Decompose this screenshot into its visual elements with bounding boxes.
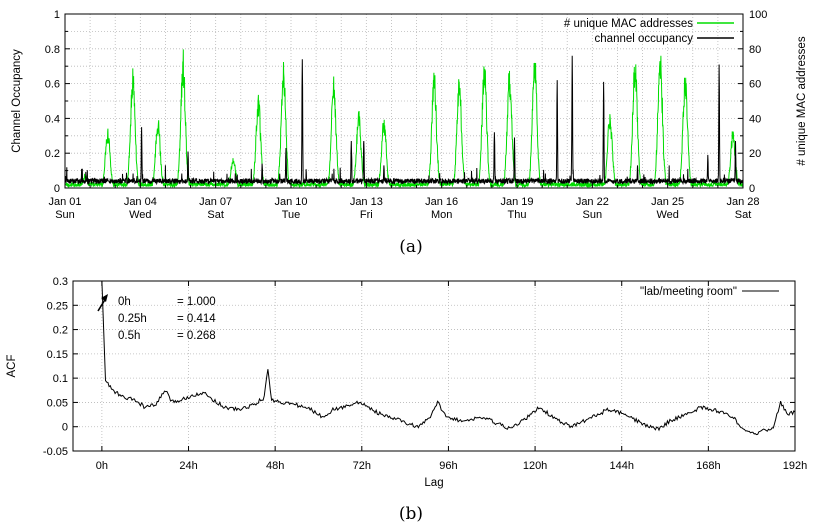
y-tick-label: 0.1 [53, 373, 68, 385]
chart-b-y-ticks: -0.05 0 0.05 0.1 0.15 0.2 0.25 0.3 [43, 276, 795, 458]
chart-a-y2label: # unique MAC addresses [796, 36, 808, 165]
left-tick-label: 0.8 [45, 44, 60, 56]
x-tick-day: Sat [207, 209, 224, 221]
chart-a-right-ticks: 0 20 40 60 80 100 [738, 9, 767, 195]
up-arrow-icon [97, 294, 108, 312]
x-tick-label: 120h [523, 460, 547, 472]
x-tick-day: Sun [583, 209, 603, 221]
chart-b-frame [72, 280, 796, 452]
annotation-value-1: = 0.414 [177, 313, 216, 325]
left-tick-label: 0.2 [45, 148, 60, 160]
legend-label-occupancy: channel occupancy [595, 33, 694, 45]
chart-b: -0.05 0 0.05 0.1 0.15 0.2 0.25 0.3 0h 24h 48h 72h 9… [6, 276, 807, 524]
annotation-lag-1: 0.25h [118, 313, 147, 325]
x-tick-day: Wed [656, 209, 678, 221]
left-tick-label: 0.4 [45, 113, 60, 125]
x-tick-day: Thu [508, 209, 527, 221]
legend-label-mac: # unique MAC addresses [564, 18, 693, 30]
chart-b-caption: (b) [399, 504, 423, 524]
chart-b-ylabel: ACF [6, 355, 18, 378]
x-tick-date: Jan 13 [350, 196, 383, 208]
annotation-lag-0: 0h [118, 296, 131, 308]
right-tick-label: 80 [749, 44, 761, 56]
x-tick-day: Mon [431, 209, 452, 221]
x-tick-date: Jan 04 [124, 196, 157, 208]
x-tick-date: Jan 10 [274, 196, 307, 208]
chart-b-grid [73, 281, 795, 451]
annotation-value-0: = 1.000 [177, 296, 216, 308]
x-tick-date: Jan 25 [651, 196, 684, 208]
right-tick-label: 100 [749, 9, 767, 21]
y-tick-label: 0.05 [47, 397, 68, 409]
chart-a-legend: # unique MAC addresses channel occupancy [564, 18, 734, 45]
chart-b-x-ticks: 0h 24h 48h 72h 96h 120h 144h 168h 192h [96, 281, 807, 472]
x-tick-label: 48h [266, 460, 284, 472]
y-tick-label: 0.15 [47, 349, 68, 361]
x-tick-day: Sat [735, 209, 752, 221]
x-tick-label: 192h [783, 460, 807, 472]
left-tick-label: 1 [54, 9, 60, 21]
x-tick-day: Wed [129, 209, 151, 221]
right-tick-label: 20 [749, 148, 761, 160]
y-tick-label: -0.05 [43, 446, 68, 458]
x-tick-date: Jan 16 [425, 196, 458, 208]
right-tick-label: 60 [749, 79, 761, 91]
left-tick-label: 0 [54, 183, 60, 195]
chart-a-caption: (a) [399, 237, 422, 257]
left-tick-label: 0.6 [45, 79, 60, 91]
x-tick-day: Tue [282, 209, 301, 221]
channel-occupancy-series [64, 55, 744, 186]
x-tick-day: Sun [55, 209, 75, 221]
x-tick-label: 72h [353, 460, 371, 472]
x-tick-date: Jan 19 [500, 196, 533, 208]
chart-b-xlabel: Lag [424, 477, 443, 489]
y-tick-label: 0.3 [53, 276, 68, 288]
x-tick-date: Jan 28 [726, 196, 759, 208]
acf-annotation: 0h = 1.000 0.25h = 0.414 0.5h = 0.268 [97, 294, 216, 342]
channel-occupancy-line [64, 55, 744, 186]
y-tick-label: 0.25 [47, 300, 68, 312]
chart-b-legend: "lab/meeting room" [640, 286, 779, 298]
chart-a-left-ticks: 0 0.2 0.4 0.6 0.8 1 [45, 9, 70, 195]
x-tick-label: 96h [439, 460, 457, 472]
y-tick-label: 0.2 [53, 325, 68, 337]
x-tick-label: 0h [96, 460, 108, 472]
chart-a-ylabel: Channel Occupancy [11, 49, 23, 153]
right-tick-label: 40 [749, 113, 761, 125]
acf-series-line [101, 280, 796, 436]
x-tick-date: Jan 01 [48, 196, 81, 208]
x-tick-day: Fri [360, 209, 373, 221]
x-tick-date: Jan 22 [576, 196, 609, 208]
x-tick-label: 144h [609, 460, 633, 472]
legend-label-lab: "lab/meeting room" [640, 286, 737, 298]
chart-a-grid [65, 14, 743, 188]
right-tick-label: 0 [749, 183, 755, 195]
x-tick-label: 168h [696, 460, 720, 472]
annotation-lag-2: 0.5h [118, 330, 140, 342]
annotation-value-2: = 0.268 [177, 330, 216, 342]
x-tick-date: Jan 07 [199, 196, 232, 208]
x-tick-label: 24h [179, 460, 197, 472]
y-tick-label: 0 [62, 422, 68, 434]
